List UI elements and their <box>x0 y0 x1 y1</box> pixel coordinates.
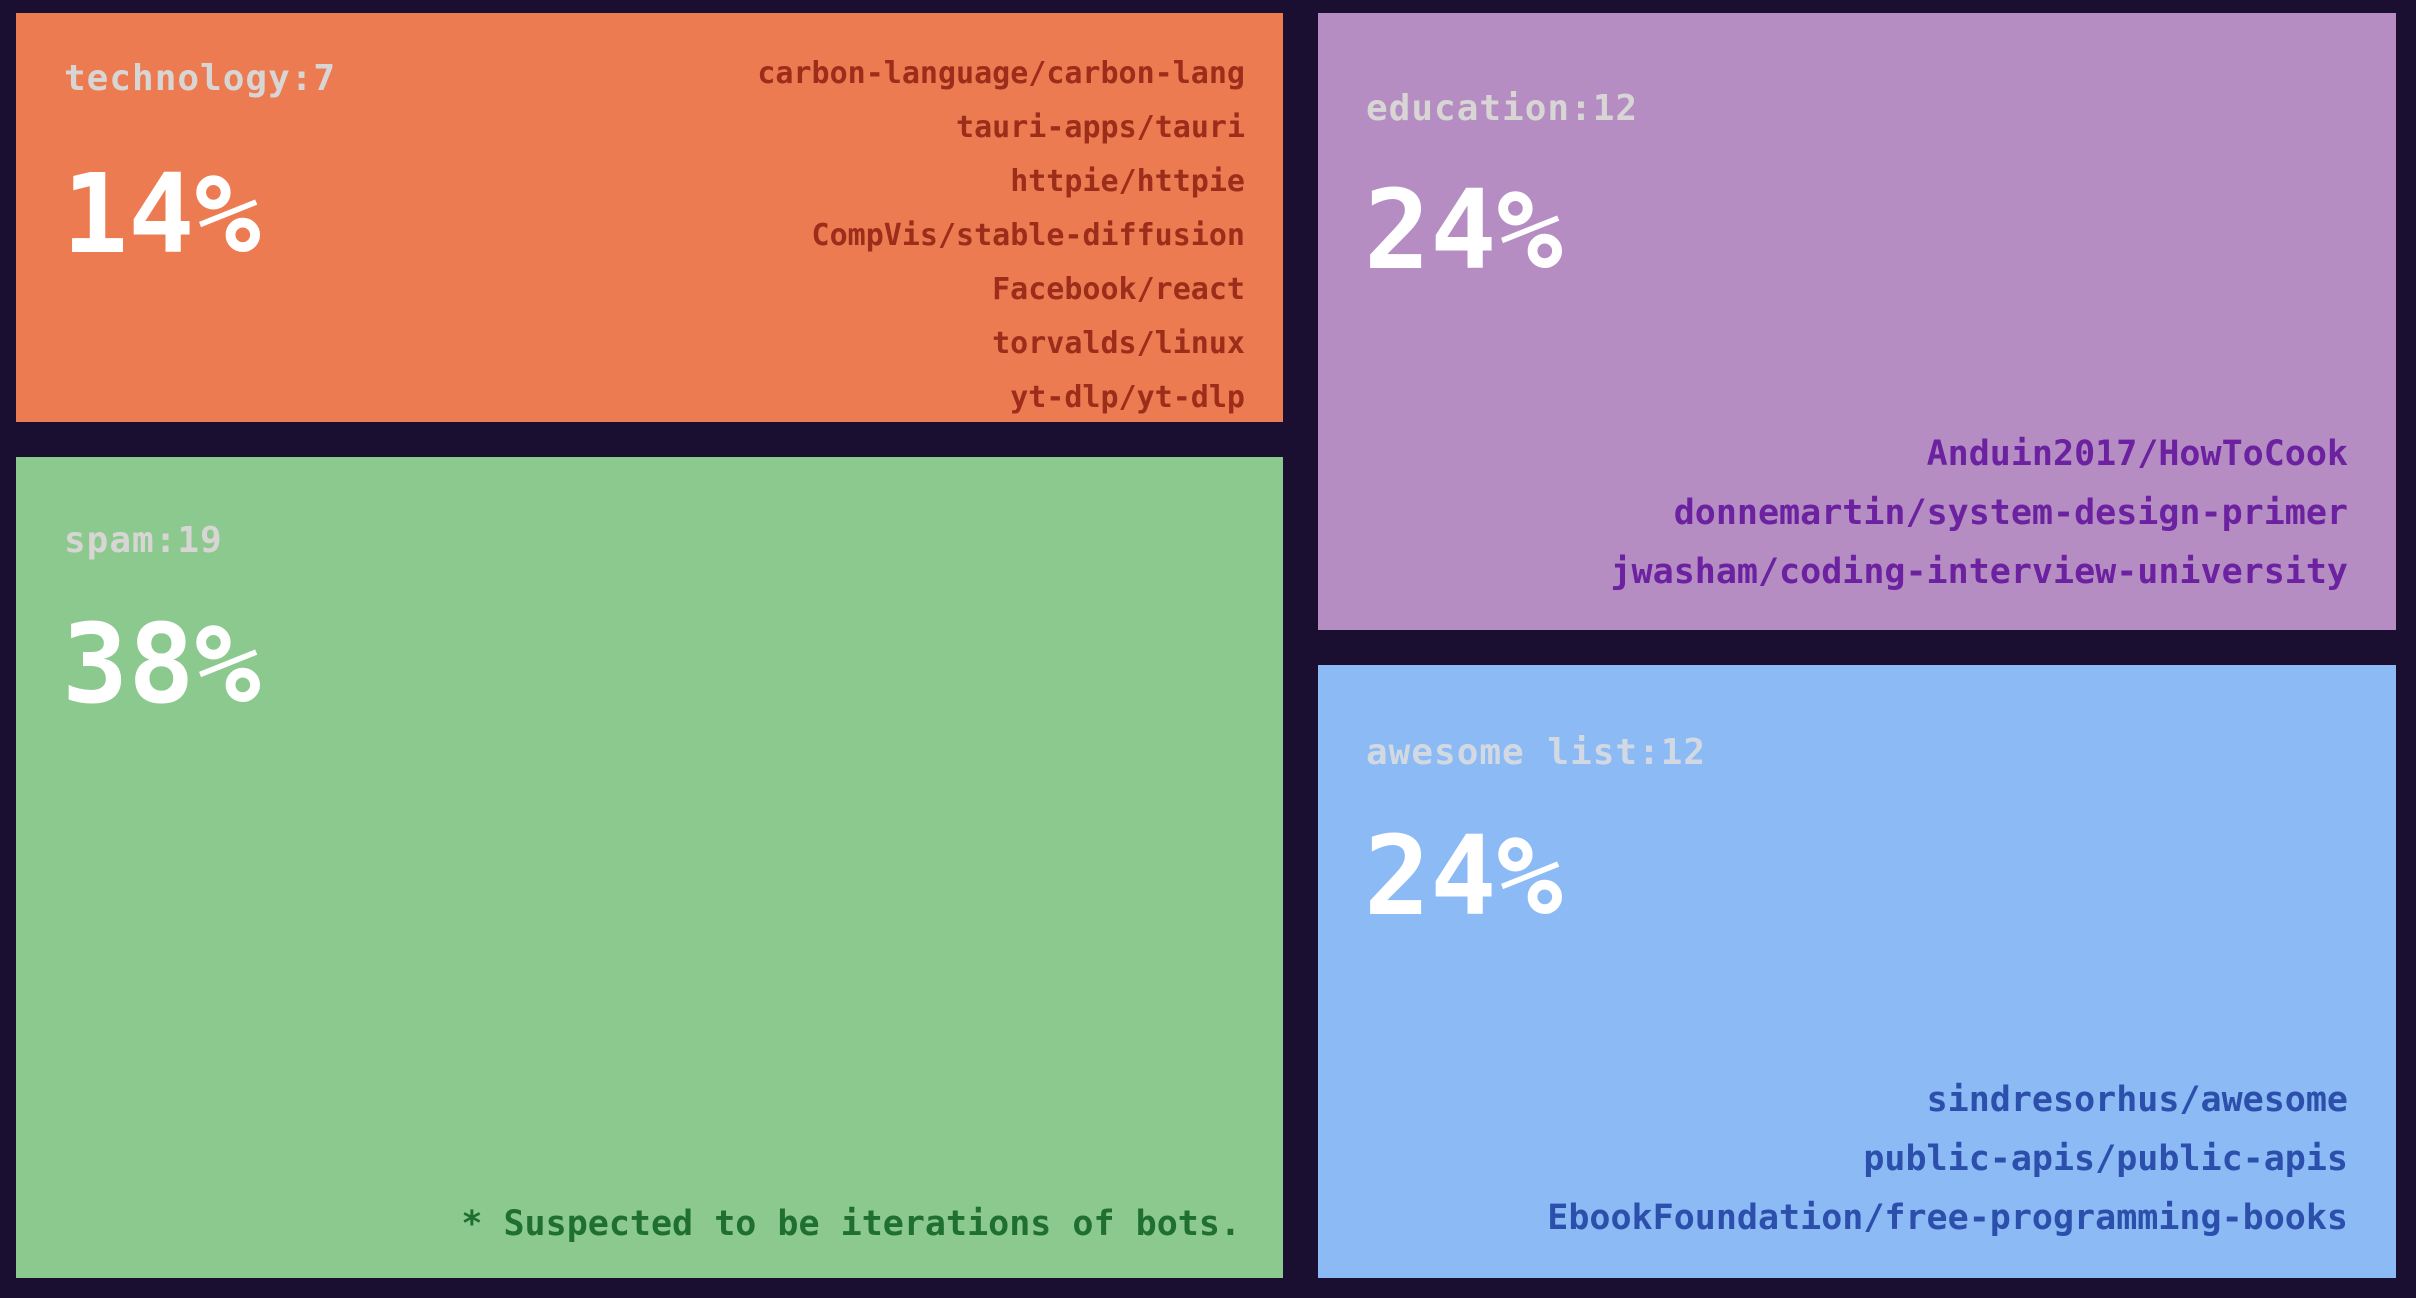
percent-value: 14% <box>62 150 261 278</box>
repo-item: tauri-apps/tauri <box>956 110 1245 145</box>
repo-item: Anduin2017/HowToCook <box>1926 434 2348 474</box>
repo-item: httpie/httpie <box>1010 164 1245 199</box>
repo-item: CompVis/stable-diffusion <box>811 218 1245 253</box>
treemap-cell-technology: technology:7 14% carbon-language/carbon-… <box>16 13 1283 422</box>
repo-item: EbookFoundation/free-programming-books <box>1547 1198 2348 1238</box>
category-label: education:12 <box>1366 88 1639 129</box>
repo-list: sindresorhus/awesome public-apis/public-… <box>1547 1071 2348 1248</box>
footnote: * Suspected to be iterations of bots. <box>461 1204 1241 1244</box>
percent-value: 38% <box>62 600 261 728</box>
repo-item: torvalds/linux <box>992 326 1245 361</box>
repo-item: carbon-language/carbon-lang <box>757 56 1245 91</box>
treemap-cell-awesome-list: awesome list:12 24% sindresorhus/awesome… <box>1318 665 2396 1278</box>
treemap-cell-spam: spam:19 38% * Suspected to be iterations… <box>16 457 1283 1278</box>
category-label: awesome list:12 <box>1366 732 1707 773</box>
repo-item: public-apis/public-apis <box>1863 1139 2348 1179</box>
category-label: technology:7 <box>64 58 337 99</box>
percent-value: 24% <box>1364 812 1563 940</box>
repo-list: carbon-language/carbon-lang tauri-apps/t… <box>757 47 1245 425</box>
repo-item: yt-dlp/yt-dlp <box>1010 380 1245 415</box>
treemap-cell-education: education:12 24% Anduin2017/HowToCook do… <box>1318 13 2396 630</box>
repo-item: donnemartin/system-design-primer <box>1673 493 2348 533</box>
repo-item: Facebook/react <box>992 272 1245 307</box>
repo-item: jwasham/coding-interview-university <box>1610 552 2348 592</box>
percent-value: 24% <box>1364 166 1563 294</box>
category-label: spam:19 <box>64 520 223 561</box>
repo-list: Anduin2017/HowToCook donnemartin/system-… <box>1610 425 2348 602</box>
repo-item: sindresorhus/awesome <box>1926 1080 2348 1120</box>
